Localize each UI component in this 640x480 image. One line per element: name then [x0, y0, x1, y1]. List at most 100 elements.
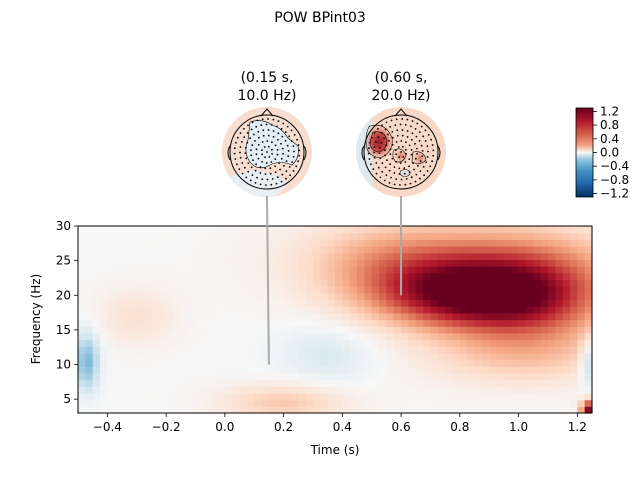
heatmap-cell [503, 239, 512, 247]
heatmap-cell [224, 366, 233, 374]
heatmap-cell [525, 286, 534, 294]
heatmap-cell [401, 232, 410, 240]
heatmap-cell [489, 366, 498, 374]
heatmap-cell [357, 226, 365, 234]
heatmap-cell [584, 352, 593, 361]
heatmap-cell [547, 366, 556, 374]
sensor-dot [395, 178, 398, 181]
heatmap-cell [254, 232, 263, 240]
heatmap-cell [459, 359, 468, 367]
heatmap-cell [180, 346, 189, 354]
heatmap-cell [100, 399, 108, 407]
sensor-dot [281, 173, 284, 176]
heatmap-cell [577, 332, 586, 341]
heatmap-cell [518, 272, 527, 281]
heatmap-cell [100, 406, 108, 414]
heatmap-cell [246, 232, 255, 240]
heatmap-cell [290, 306, 299, 314]
heatmap-cell [386, 239, 395, 247]
heatmap-cell [335, 266, 343, 274]
heatmap-cell [312, 339, 321, 347]
heatmap-cell [268, 266, 277, 274]
heatmap-cell [533, 372, 542, 381]
heatmap-cell [136, 292, 145, 301]
heatmap-cell [349, 266, 358, 274]
heatmap-cell [100, 339, 108, 347]
heatmap-cell [525, 332, 534, 341]
heatmap-cell [335, 246, 343, 254]
heatmap-cell [298, 359, 307, 367]
heatmap-cell [114, 392, 123, 401]
heatmap-cell [254, 366, 263, 374]
heatmap-cell [202, 239, 211, 247]
heatmap-cell [210, 339, 219, 347]
heatmap-cell [85, 339, 94, 347]
sensor-dot [256, 176, 258, 179]
sensor-dot [298, 149, 301, 152]
sensor-dot [267, 118, 269, 120]
heatmap-cell [114, 239, 123, 247]
sensor-dot [245, 176, 248, 179]
heatmap-cell [371, 406, 380, 414]
sensor-dot [395, 160, 397, 163]
heatmap-cell [379, 286, 387, 294]
heatmap-cell [503, 292, 512, 301]
heatmap-cell [349, 239, 358, 247]
heatmap-cell [503, 226, 512, 234]
figure-title: POW BPint03 [274, 10, 366, 26]
heatmap-cell [254, 252, 263, 260]
sensor-dot [274, 144, 277, 147]
heatmap-cell [195, 406, 204, 414]
sensor-dot [241, 172, 244, 175]
heatmap-cell [239, 252, 248, 260]
heatmap-cell [312, 366, 321, 374]
heatmap-cell [386, 279, 395, 287]
heatmap-cell [144, 272, 153, 281]
heatmap-cell [210, 279, 219, 287]
heatmap-cell [371, 346, 380, 354]
heatmap-cell [584, 379, 593, 387]
heatmap-cell [246, 239, 255, 247]
heatmap-cell [577, 352, 586, 361]
heatmap-cell [268, 246, 277, 254]
heatmap-cell [298, 232, 307, 240]
sensor-dot [250, 154, 253, 157]
sensor-dot [406, 130, 409, 132]
heatmap-cell [401, 299, 410, 307]
heatmap-cell [415, 372, 424, 381]
heatmap-cell [474, 386, 483, 394]
heatmap-cell [437, 406, 446, 414]
heatmap-cell [268, 406, 277, 414]
sensor-dot [368, 158, 371, 160]
heatmap-cell [261, 339, 270, 347]
heatmap-cell [437, 239, 446, 247]
heatmap-cell [511, 399, 520, 407]
heatmap-cell [386, 399, 395, 407]
heatmap-cell [393, 239, 402, 247]
heatmap-cell [577, 226, 586, 234]
heatmap-cell [114, 366, 123, 374]
sensor-dot [398, 173, 401, 175]
heatmap-cell [92, 332, 101, 341]
heatmap-cell [327, 359, 336, 367]
colorbar-tick-label: 0.0 [600, 146, 619, 160]
heatmap-cell [496, 286, 505, 294]
heatmap-cell [254, 326, 263, 334]
heatmap-cell [224, 372, 233, 381]
heatmap-cell [518, 352, 527, 361]
heatmap-cell [268, 379, 277, 387]
sensor-dot [271, 141, 273, 144]
heatmap-cell [577, 399, 586, 407]
heatmap-cell [173, 286, 182, 294]
heatmap-cell [459, 352, 468, 361]
x-tick-label: 0.4 [333, 420, 352, 434]
heatmap-cell [180, 399, 189, 407]
heatmap-cell [555, 346, 564, 354]
heatmap-cell [474, 226, 483, 234]
heatmap-cell [467, 332, 476, 341]
heatmap-cell [320, 386, 329, 394]
heatmap-cell [261, 312, 270, 321]
heatmap-cell [129, 326, 138, 334]
heatmap-cell [261, 266, 270, 274]
sensor-dot [272, 136, 275, 138]
